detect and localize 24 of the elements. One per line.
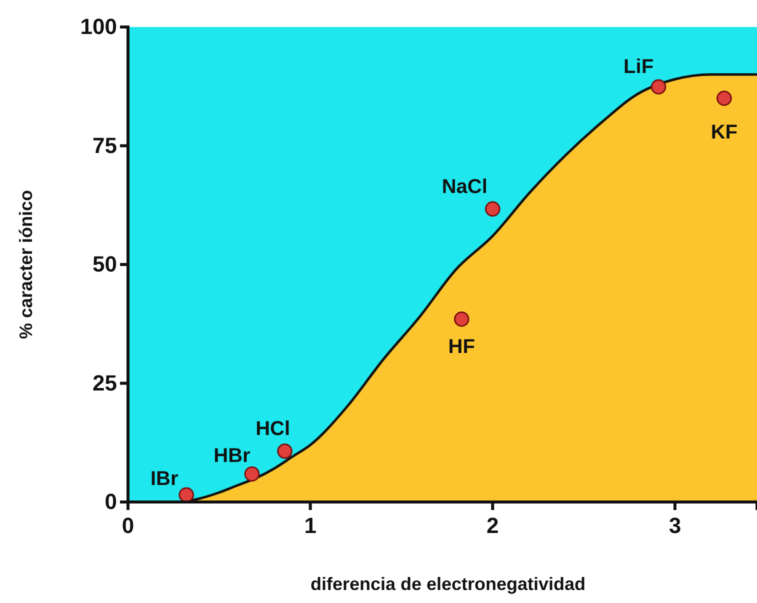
annotation: KF	[710, 121, 738, 144]
y-tick-label: 25	[92, 370, 117, 396]
annotation: HBr	[214, 444, 251, 467]
x-tick-label: 2	[486, 512, 499, 538]
point	[716, 90, 732, 106]
annotation: HF	[448, 336, 475, 358]
y-tick-label: 0	[104, 489, 117, 514]
x-tick-label: 0	[122, 512, 134, 538]
x-tick-label: 3	[668, 512, 682, 538]
annotation: NaCl	[442, 176, 488, 198]
point	[277, 444, 292, 459]
point	[454, 311, 470, 327]
x-axis-title: diferencia de electronegatividad	[310, 574, 586, 594]
y-axis-title: % caracter iónico	[16, 190, 36, 340]
annotation: IBr	[150, 468, 178, 490]
annotation: HCl	[256, 418, 290, 440]
x-tick-label: 1	[304, 512, 316, 538]
y-tick-label: 75	[92, 132, 117, 158]
y-tick-label: 50	[92, 252, 117, 277]
annotation: LiF	[624, 56, 654, 78]
point	[244, 466, 260, 482]
point	[650, 79, 666, 94]
point	[484, 201, 500, 217]
y-tick-label: 100	[80, 14, 117, 40]
